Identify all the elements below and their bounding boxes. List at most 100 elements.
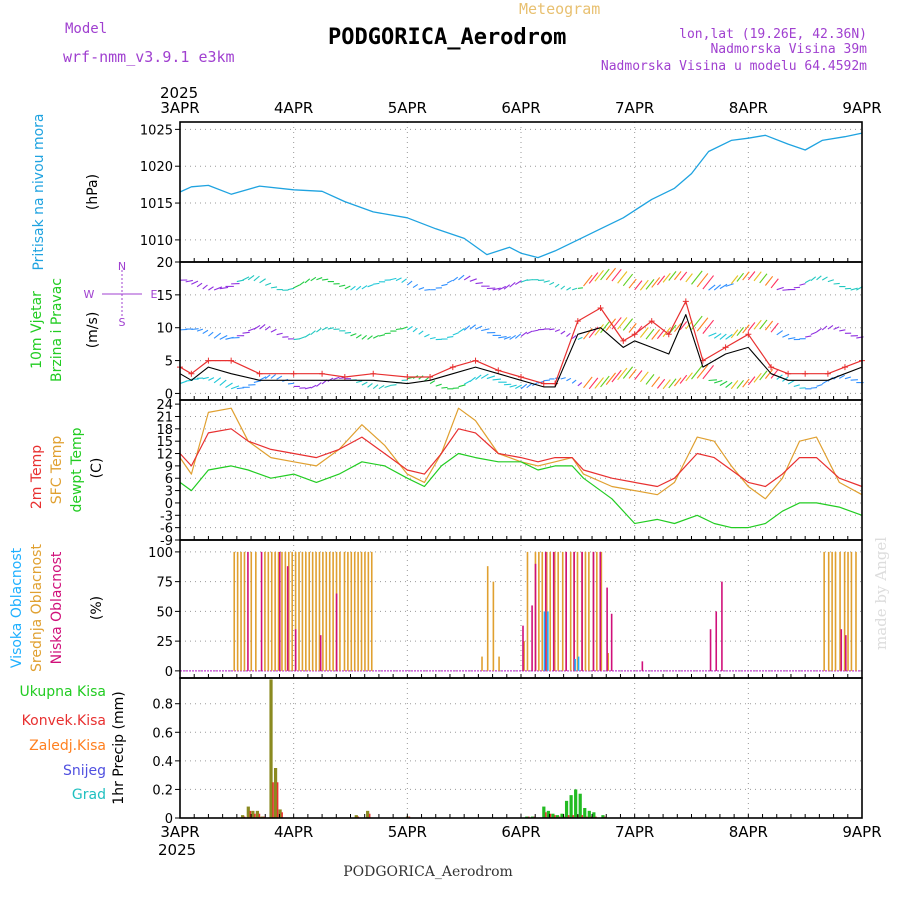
wind-barb — [543, 280, 550, 283]
precip-legend-item: Zaledj.Kisa — [29, 738, 106, 754]
wind-barb — [509, 282, 516, 288]
wind-barb — [463, 275, 471, 281]
wind-barb — [310, 330, 316, 336]
wind-barb — [605, 318, 617, 331]
wind-barb — [645, 279, 655, 290]
wind-barb — [270, 328, 277, 333]
wind-barb — [293, 284, 300, 289]
low-cloud-bar — [294, 629, 297, 671]
wind-barb — [583, 274, 593, 287]
wind-barb — [805, 335, 812, 338]
mid-cloud-bar — [298, 551, 300, 671]
panel-frames — [175, 121, 863, 819]
mid-cloud-bar — [569, 551, 572, 671]
wind-barb — [588, 272, 599, 284]
wind-gust-marker — [597, 305, 604, 311]
temp-axis-unit: (C) — [89, 458, 105, 479]
y-tick-label: 0 — [165, 812, 173, 827]
low-cloud-bar — [610, 613, 613, 671]
wind-barb — [708, 284, 716, 291]
wind-barb — [515, 384, 522, 389]
precip-total-bar — [546, 810, 550, 818]
mid-cloud-bar — [584, 551, 587, 671]
wind-barb — [321, 326, 328, 331]
precip-total-bar — [551, 813, 555, 818]
wind-barb — [486, 375, 496, 380]
wind-barb — [480, 373, 489, 379]
wind-barb — [350, 285, 356, 291]
wind-barb — [469, 278, 477, 282]
wind-gust-marker — [449, 364, 456, 371]
wind-barb — [821, 276, 828, 281]
wind-gust-marker — [472, 357, 479, 364]
wind-barb — [639, 371, 649, 383]
wind-barb — [367, 335, 373, 340]
high-cloud-bar — [543, 611, 546, 671]
wind-barb — [304, 333, 311, 338]
wind-barb — [276, 375, 283, 380]
wind-barb — [730, 380, 739, 390]
low-cloud-bar — [581, 551, 583, 671]
y-tick-label: 15 — [156, 289, 173, 304]
wind-barb — [316, 327, 322, 333]
wind-barb — [730, 329, 739, 339]
x-tick-label-top: 5APR — [388, 99, 427, 117]
wind-barb — [361, 334, 367, 340]
wind-barb — [196, 282, 203, 288]
mid-cloud-bar — [553, 551, 556, 671]
compass-south: S — [119, 316, 126, 329]
wind-barb — [764, 369, 774, 379]
page-title: PODGORICA_Aerodrom — [328, 25, 566, 50]
grid-lines — [180, 122, 862, 819]
mid-cloud-bar — [236, 551, 239, 671]
wind-barb — [776, 286, 784, 291]
axis-labels: 10101015102010250510152024211815129630-3… — [9, 99, 882, 841]
y-tick-label: 6 — [165, 472, 173, 487]
wind-barb — [571, 335, 577, 339]
wind-barb — [412, 327, 418, 333]
mid-cloud-bar — [267, 551, 270, 671]
low-cloud-bar — [534, 563, 537, 671]
wind-gust-marker — [745, 331, 752, 338]
low-cloud-bar — [721, 581, 723, 671]
low-cloud-bar — [573, 551, 575, 671]
wind-barb — [304, 278, 311, 284]
wind-barb — [253, 380, 262, 383]
precip-convective-bar — [545, 812, 547, 818]
wind-barb — [685, 372, 693, 382]
wind-gust-marker — [722, 344, 729, 351]
y-tick-label: 15 — [156, 435, 173, 450]
wind-barb — [662, 272, 671, 283]
wind-barb — [719, 283, 728, 290]
wind-barb — [747, 322, 756, 332]
precip-legend-item: Konvek.Kisa — [22, 713, 106, 729]
wind-barb — [418, 286, 425, 290]
wind-barb — [412, 284, 419, 289]
mid-cloud-bar — [357, 551, 359, 671]
wind-barb — [810, 331, 817, 336]
mid-cloud-bar — [233, 551, 236, 671]
wind-barb — [645, 328, 655, 340]
wind-barb — [304, 386, 312, 390]
mid-cloud-bar — [827, 551, 830, 671]
wind-barb — [458, 327, 465, 333]
mid-cloud-bar — [596, 551, 598, 671]
precip-convective-bar — [572, 815, 574, 818]
x-tick-label-top: 3APR — [160, 99, 199, 117]
temp-axis-title-2m: 2m Temp — [29, 445, 45, 509]
wind-barb — [327, 327, 334, 330]
wind-barb — [577, 382, 583, 387]
wind-barb — [628, 368, 637, 379]
precip-convective-bar — [549, 813, 552, 818]
model-elevation-info: Nadmorska Visina u modelu 64.4592m — [601, 59, 867, 74]
wind-barb — [549, 328, 555, 331]
low-cloud-bar — [606, 587, 608, 671]
wind-barb — [372, 384, 379, 390]
wind-barb — [662, 379, 671, 390]
precip-total-bar — [255, 810, 259, 818]
x-tick-label-top: 7APR — [615, 99, 654, 117]
wind-barb — [344, 331, 352, 334]
wind-barb — [702, 365, 714, 380]
wind-barb — [799, 283, 806, 286]
wind-barb — [498, 285, 506, 291]
